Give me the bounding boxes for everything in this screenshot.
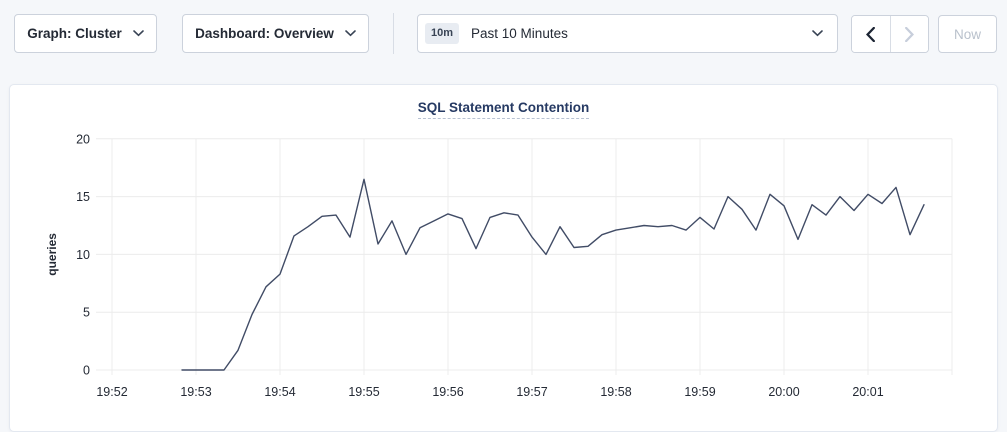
chart-title-row: SQL Statement Contention <box>10 85 997 119</box>
time-next-button[interactable] <box>889 16 928 52</box>
x-tick-label: 19:53 <box>180 385 211 399</box>
time-window-badge: 10m <box>425 23 460 44</box>
y-tick-label: 10 <box>76 248 90 262</box>
time-range-picker[interactable]: 10m Past 10 Minutes <box>417 14 838 53</box>
chevron-down-icon <box>132 30 144 37</box>
chart-title[interactable]: SQL Statement Contention <box>417 100 590 119</box>
chevron-right-icon <box>904 26 914 42</box>
chevron-down-icon <box>345 30 356 37</box>
x-tick-label: 19:57 <box>516 385 547 399</box>
time-prev-button[interactable] <box>852 16 890 52</box>
graph-dropdown-label: Graph: Cluster <box>27 26 122 41</box>
toolbar-divider <box>393 13 394 54</box>
y-tick-label: 0 <box>83 364 90 378</box>
y-tick-label: 15 <box>76 190 90 204</box>
y-tick-label: 5 <box>83 306 90 320</box>
x-tick-label: 19:55 <box>348 385 379 399</box>
dashboard-dropdown[interactable]: Dashboard: Overview <box>182 14 369 53</box>
chevron-down-icon <box>812 30 823 37</box>
now-button[interactable]: Now <box>938 15 997 53</box>
chevron-left-icon <box>866 26 876 42</box>
chart-line <box>181 178 925 371</box>
time-nav-group <box>851 15 929 53</box>
graph-dropdown[interactable]: Graph: Cluster <box>14 14 157 53</box>
dashboard-dropdown-label: Dashboard: Overview <box>195 26 334 41</box>
time-window-label: Past 10 Minutes <box>471 26 568 41</box>
x-tick-label: 19:59 <box>684 385 715 399</box>
x-tick-label: 19:56 <box>432 385 463 399</box>
x-tick-label: 19:52 <box>96 385 127 399</box>
chart-card: SQL Statement Contention 0 5 10 15 20 19:52 19… <box>9 84 998 432</box>
y-tick-label: 20 <box>76 132 90 146</box>
x-tick-label: 20:00 <box>768 385 799 399</box>
x-tick-label: 19:54 <box>264 385 295 399</box>
x-tick-label: 20:01 <box>852 385 883 399</box>
y-axis-title: queries <box>45 233 59 276</box>
x-tick-label: 19:58 <box>600 385 631 399</box>
line-chart[interactable]: 0 5 10 15 20 19:52 19:53 19:54 19:55 19:56 19:57 19… <box>10 121 997 421</box>
